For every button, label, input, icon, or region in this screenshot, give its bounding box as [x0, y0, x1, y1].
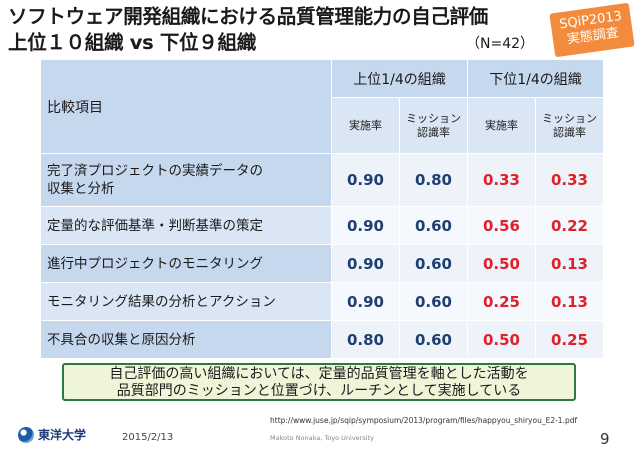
header-top-impl: 実施率 — [331, 97, 400, 154]
header-top-mission: ミッション 認識率 — [399, 97, 468, 154]
title-line-2: 上位１０組織 vs 下位９組織 — [8, 31, 256, 54]
bottom-mission-value: 0.13 — [535, 282, 604, 321]
table-row: 定量的な評価基準・判断基準の策定 0.90 0.60 0.56 0.22 — [40, 206, 604, 245]
top-mission-value: 0.60 — [399, 320, 468, 359]
row-label: 不具合の収集と原因分析 — [40, 320, 332, 359]
summary-box: 自己評価の高い組織においては、定量的品質管理を軸とした活動を 品質部門のミッショ… — [62, 363, 576, 401]
top-impl-value: 0.90 — [331, 153, 400, 207]
comparison-table: 比較項目 上位1/4の組織 下位1/4の組織 実施率 ミッション 認識率 実施率 … — [40, 59, 604, 359]
bottom-impl-value: 0.50 — [467, 244, 536, 283]
header-item: 比較項目 — [40, 59, 332, 154]
top-mission-value: 0.60 — [399, 206, 468, 245]
row-label: モニタリング結果の分析とアクション — [40, 282, 332, 321]
author-credit: Makoto Nonaka, Toyo University — [270, 434, 374, 442]
table-row: 進行中プロジェクトのモニタリング 0.90 0.60 0.50 0.13 — [40, 244, 604, 283]
title-line-1: ソフトウェア開発組織における品質管理能力の自己評価 — [8, 5, 489, 28]
row-label: 完了済プロジェクトの実績データの 収集と分析 — [40, 153, 332, 207]
bottom-impl-value: 0.33 — [467, 153, 536, 207]
header-bottom-mission: ミッション 認識率 — [535, 97, 604, 154]
row-label: 定量的な評価基準・判断基準の策定 — [40, 206, 332, 245]
header-bottom-impl: 実施率 — [467, 97, 536, 154]
sample-size-label: （N=42） — [466, 36, 535, 52]
bottom-mission-value: 0.33 — [535, 153, 604, 207]
top-impl-value: 0.90 — [331, 206, 400, 245]
header-bottom-mission-l1: ミッション — [542, 111, 597, 125]
survey-badge: SQiP2013 実態調査 — [549, 2, 635, 58]
top-impl-value: 0.90 — [331, 244, 400, 283]
page-number: 9 — [600, 430, 610, 448]
header-top-mission-l1: ミッション — [406, 111, 461, 125]
row-label-line-1: 完了済プロジェクトの実績データの — [47, 163, 263, 179]
top-mission-value: 0.60 — [399, 282, 468, 321]
bottom-impl-value: 0.56 — [467, 206, 536, 245]
header-bottom-group: 下位1/4の組織 — [467, 59, 604, 98]
top-mission-value: 0.80 — [399, 153, 468, 207]
table-row: 不具合の収集と原因分析 0.80 0.60 0.50 0.25 — [40, 320, 604, 359]
bottom-impl-value: 0.25 — [467, 282, 536, 321]
table-row: モニタリング結果の分析とアクション 0.90 0.60 0.25 0.13 — [40, 282, 604, 321]
slide-date: 2015/2/13 — [122, 432, 174, 443]
top-impl-value: 0.90 — [331, 282, 400, 321]
top-impl-value: 0.80 — [331, 320, 400, 359]
logo-emblem-icon — [18, 426, 34, 443]
summary-line-1: 自己評価の高い組織においては、定量的品質管理を軸とした活動を — [109, 366, 529, 382]
source-url: http://www.juse.jp/sqip/symposium/2013/p… — [270, 416, 578, 425]
slide-title: ソフトウェア開発組織における品質管理能力の自己評価 上位１０組織 vs 下位９組… — [8, 4, 488, 56]
bottom-mission-value: 0.22 — [535, 206, 604, 245]
row-label: 進行中プロジェクトのモニタリング — [40, 244, 332, 283]
row-label-line-2: 収集と分析 — [47, 181, 115, 197]
top-mission-value: 0.60 — [399, 244, 468, 283]
summary-line-2: 品質部門のミッションと位置づけ、ルーチンとして実施している — [116, 383, 522, 399]
bottom-mission-value: 0.13 — [535, 244, 604, 283]
table-row: 完了済プロジェクトの実績データの 収集と分析 0.90 0.80 0.33 0.3… — [40, 153, 604, 207]
header-top-mission-l2: 認識率 — [417, 125, 450, 139]
bottom-impl-value: 0.50 — [467, 320, 536, 359]
logo-text: 東洋大学 — [38, 428, 87, 442]
bottom-mission-value: 0.25 — [535, 320, 604, 359]
header-top-group: 上位1/4の組織 — [331, 59, 468, 98]
university-logo: 東洋大学 — [18, 426, 86, 443]
header-bottom-mission-l2: 認識率 — [553, 125, 586, 139]
